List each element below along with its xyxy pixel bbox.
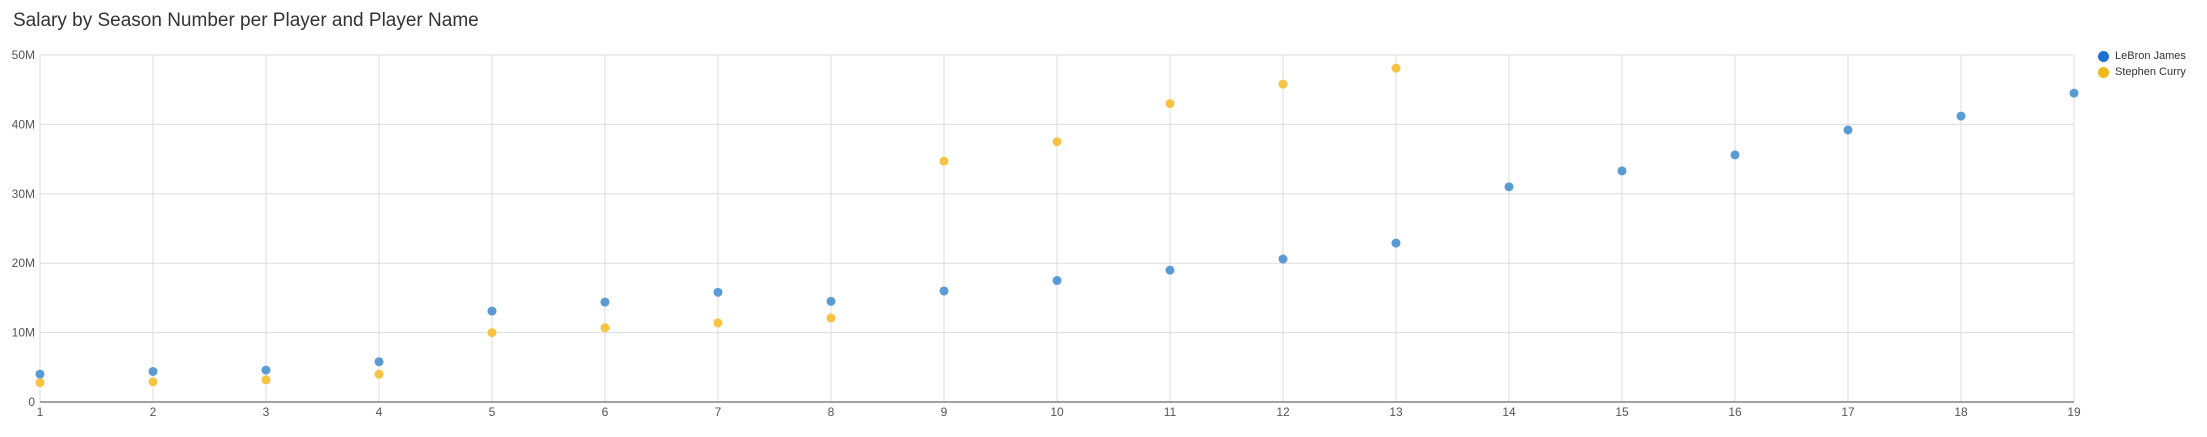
data-point	[600, 297, 610, 307]
data-point	[1504, 182, 1514, 192]
x-tick-label: 8	[828, 405, 835, 419]
x-tick-label: 11	[1164, 405, 1177, 419]
data-point	[148, 366, 158, 376]
data-point	[35, 369, 45, 379]
data-point	[1052, 137, 1062, 147]
x-tick-label: 14	[1502, 405, 1516, 419]
x-tick-label: 5	[489, 405, 496, 419]
x-tick-label: 19	[2067, 405, 2081, 419]
x-tick-label: 1	[37, 405, 44, 419]
data-point	[35, 378, 45, 388]
x-tick-label: 15	[1615, 405, 1629, 419]
x-tick-label: 9	[941, 405, 948, 419]
x-tick-label: 13	[1389, 405, 1403, 419]
x-tick-label: 2	[150, 405, 157, 419]
x-tick-label: 17	[1841, 405, 1855, 419]
data-point	[374, 369, 384, 379]
x-tick-label: 18	[1954, 405, 1968, 419]
y-tick-label: 20M	[12, 256, 35, 270]
data-point	[1052, 276, 1062, 286]
legend-item[interactable]: Stephen Curry	[2098, 64, 2186, 80]
data-point	[826, 313, 836, 323]
y-tick-label: 40M	[12, 117, 35, 131]
data-point	[713, 318, 723, 328]
x-tick-label: 3	[263, 405, 270, 419]
data-point	[1843, 125, 1853, 135]
data-point	[1165, 99, 1175, 109]
data-point	[1956, 111, 1966, 121]
data-point	[939, 156, 949, 166]
data-point	[826, 296, 836, 306]
legend-item[interactable]: LeBron James	[2098, 48, 2186, 64]
data-point	[600, 323, 610, 333]
data-point	[939, 286, 949, 296]
data-point	[1165, 265, 1175, 275]
y-tick-label: 10M	[12, 326, 35, 340]
data-point	[261, 375, 271, 385]
legend: LeBron James Stephen Curry	[2098, 48, 2186, 80]
data-point	[1391, 63, 1401, 73]
x-tick-label: 12	[1276, 405, 1290, 419]
data-point	[487, 328, 497, 338]
data-point	[487, 306, 497, 316]
legend-swatch	[2098, 66, 2109, 78]
data-point	[374, 357, 384, 367]
x-tick-label: 7	[715, 405, 722, 419]
y-tick-label: 50M	[12, 48, 35, 62]
x-tick-label: 6	[602, 405, 609, 419]
chart-title: Salary by Season Number per Player and P…	[13, 10, 479, 31]
data-point	[148, 377, 158, 387]
data-point	[2069, 88, 2079, 98]
legend-label: LeBron James	[2115, 50, 2186, 62]
y-tick-label: 30M	[12, 187, 35, 201]
data-point	[1278, 79, 1288, 89]
y-tick-label: 0	[28, 395, 35, 409]
data-point	[1391, 238, 1401, 248]
x-tick-label: 16	[1728, 405, 1742, 419]
data-point	[261, 365, 271, 375]
data-point	[713, 287, 723, 297]
legend-label: Stephen Curry	[2115, 66, 2186, 78]
data-point	[1730, 150, 1740, 160]
x-tick-label: 4	[376, 405, 383, 419]
legend-swatch	[2098, 50, 2109, 62]
data-point	[1278, 254, 1288, 264]
data-point	[1617, 166, 1627, 176]
x-tick-label: 10	[1050, 405, 1064, 419]
